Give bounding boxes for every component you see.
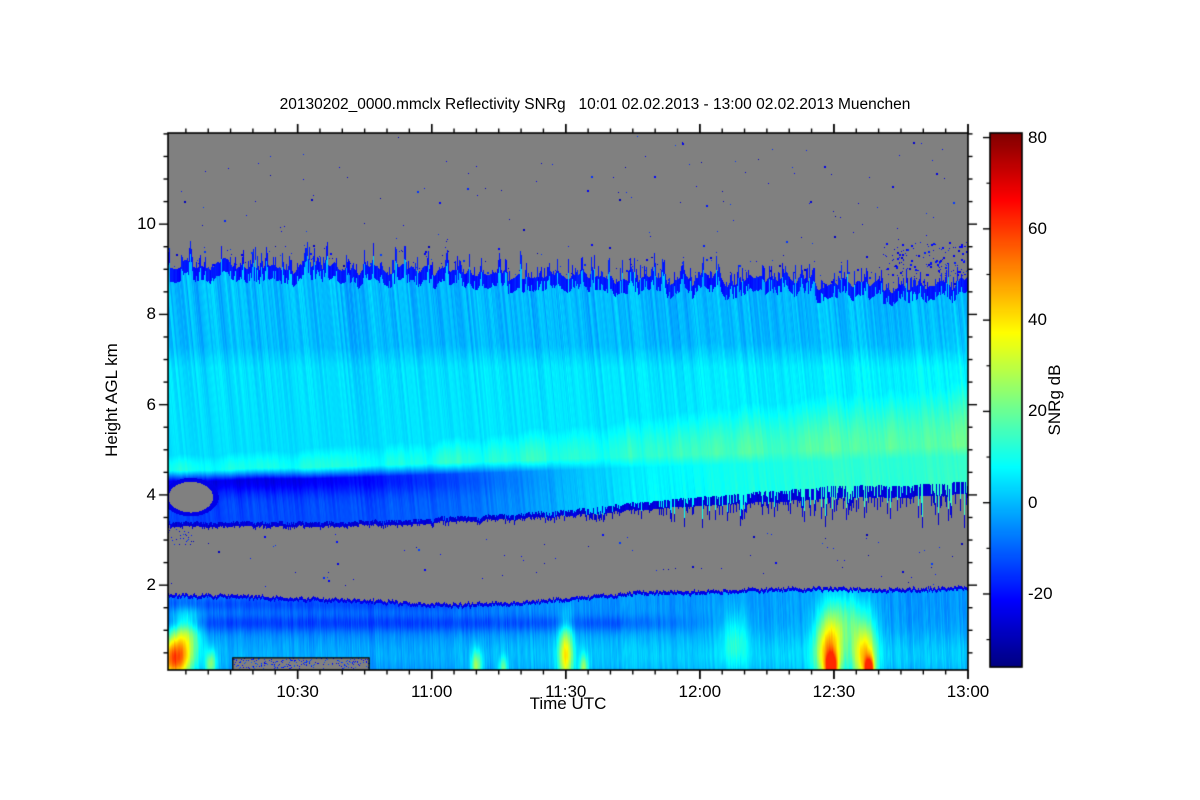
colorbar-tick-label: -20 (1028, 583, 1053, 603)
plot-title: 20130202_0000.mmclx Reflectivity SNRg 10… (279, 96, 911, 113)
x-tick-label: 12:30 (812, 682, 856, 701)
colorbar-tick-label: 80 (1028, 127, 1047, 147)
x-axis-title: Time UTC (529, 694, 607, 713)
y-tick-label: 8 (146, 304, 156, 324)
y-tick-label: 10 (137, 214, 156, 234)
x-tick-label: 11:00 (411, 682, 453, 701)
y-tick-label: 6 (146, 394, 156, 414)
y-tick-label: 2 (146, 575, 156, 595)
colorbar-tick-label: 60 (1028, 218, 1047, 238)
x-tick-label: 10:30 (276, 682, 319, 701)
colorbar-tick-label: 40 (1028, 310, 1047, 330)
colorbar-title: SNRg dB (1045, 364, 1064, 436)
x-tick-label: 13:00 (946, 682, 990, 701)
colorbar-tick-label: 0 (1028, 492, 1038, 512)
y-tick-label: 4 (146, 484, 156, 504)
x-tick-label: 11:30 (545, 682, 587, 701)
colorbar-tick-label: 20 (1028, 401, 1047, 421)
x-tick-label: 12:00 (678, 682, 722, 701)
